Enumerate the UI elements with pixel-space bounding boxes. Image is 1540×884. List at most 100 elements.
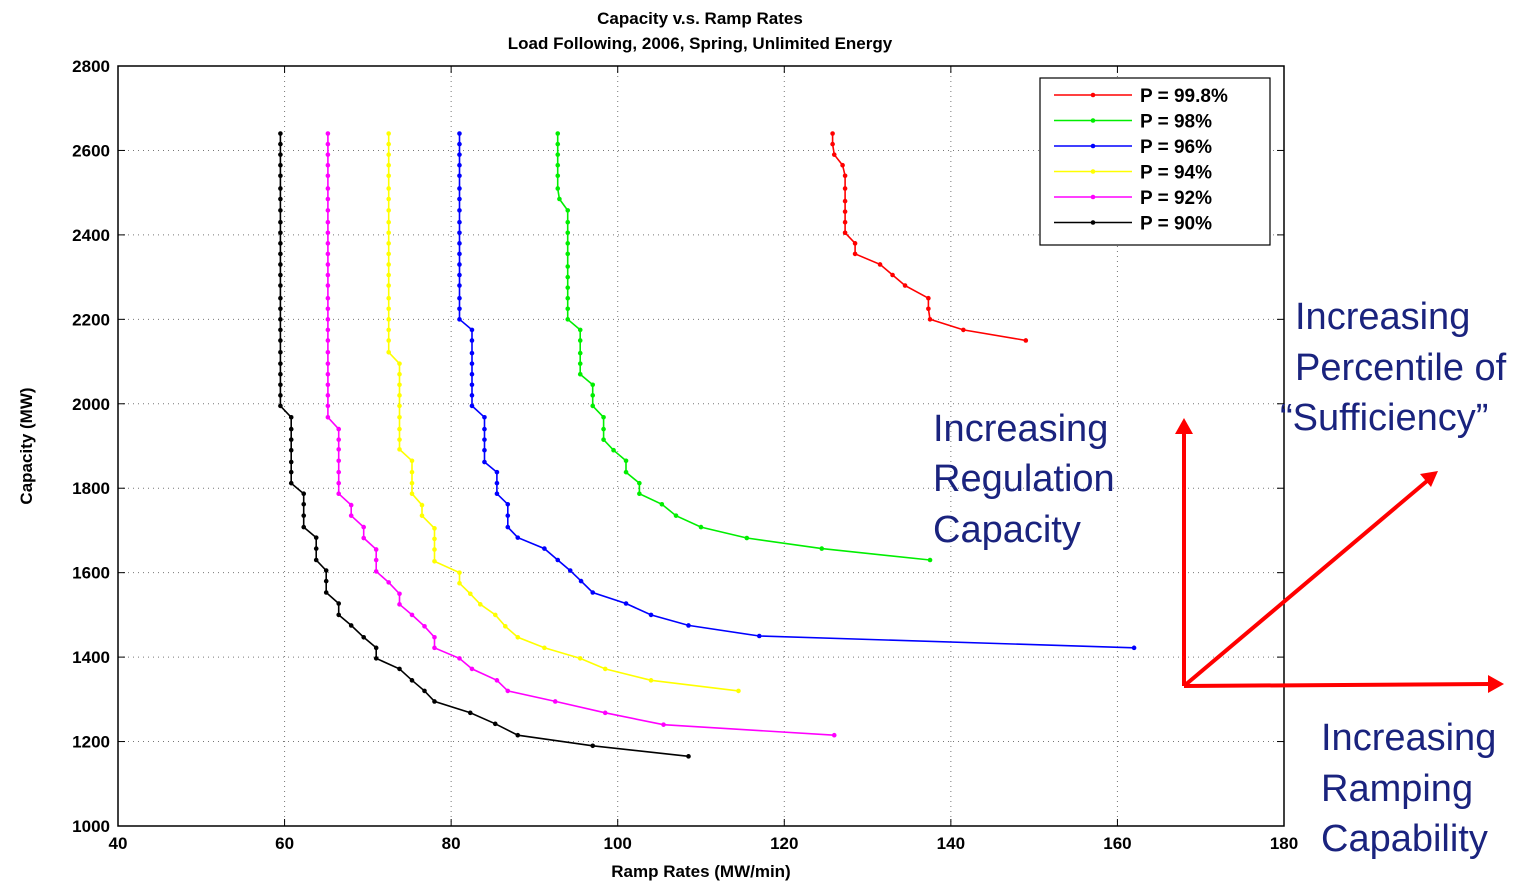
- data-point: [469, 361, 475, 366]
- data-point: [494, 480, 500, 486]
- data-point: [397, 437, 402, 442]
- series-line: [327, 133, 835, 736]
- annotation-percentile: Increasing Percentile of “Sufficiency”: [1280, 296, 1517, 439]
- data-point: [386, 251, 391, 257]
- data-point: [325, 173, 331, 179]
- legend-label: P = 94%: [1140, 163, 1212, 184]
- data-point: [419, 513, 425, 518]
- data-point: [278, 338, 283, 343]
- data-point: [577, 656, 583, 661]
- data-point: [348, 502, 354, 508]
- data-point: [819, 546, 825, 551]
- data-point: [457, 196, 462, 202]
- data-point: [469, 393, 475, 398]
- data-point: [386, 173, 391, 179]
- y-axis-label: Capacity (MW): [17, 387, 36, 504]
- data-point: [386, 306, 391, 312]
- data-point: [505, 513, 511, 518]
- data-point: [842, 198, 848, 204]
- legend-box: [1039, 77, 1271, 246]
- legend-marker: [1090, 194, 1096, 200]
- data-point: [336, 601, 342, 606]
- data-point: [469, 350, 475, 356]
- data-point: [409, 469, 415, 475]
- data-point: [336, 437, 342, 442]
- data-point: [288, 447, 294, 453]
- data-point: [890, 272, 895, 278]
- data-point: [386, 131, 391, 136]
- data-point: [457, 208, 462, 213]
- data-point: [469, 403, 475, 409]
- data-point: [288, 437, 294, 442]
- data-point: [278, 219, 283, 225]
- data-point: [386, 317, 391, 322]
- annotation-regulation: Increasing Regulation Capacity: [933, 408, 1125, 551]
- data-point: [469, 327, 475, 333]
- data-point: [482, 437, 487, 442]
- data-point: [386, 152, 391, 157]
- data-point: [565, 251, 571, 257]
- data-point: [325, 414, 331, 420]
- arrow-up-head: [1175, 418, 1193, 434]
- series-line: [556, 133, 931, 561]
- data-point: [325, 338, 331, 343]
- data-point: [278, 241, 283, 246]
- data-point: [278, 251, 283, 257]
- series-2: [457, 131, 1137, 651]
- data-point: [961, 327, 966, 333]
- x-tick-label: 140: [937, 834, 965, 853]
- data-point: [494, 491, 500, 497]
- data-point: [278, 327, 283, 333]
- data-point: [278, 317, 283, 322]
- data-point: [601, 414, 606, 420]
- data-point: [601, 437, 606, 442]
- data-point: [325, 327, 331, 333]
- data-point: [432, 645, 437, 651]
- data-point: [565, 274, 571, 280]
- data-point: [278, 196, 283, 202]
- x-tick-label: 100: [604, 834, 632, 853]
- data-point: [926, 306, 931, 312]
- data-point: [577, 327, 583, 333]
- data-point: [457, 570, 462, 575]
- data-point: [422, 688, 427, 694]
- legend-marker: [1090, 92, 1096, 98]
- data-point: [686, 623, 691, 628]
- data-point: [457, 219, 462, 225]
- data-point: [467, 710, 473, 716]
- data-point: [927, 557, 933, 563]
- data-point: [361, 524, 366, 530]
- data-point: [842, 209, 848, 214]
- data-point: [661, 722, 666, 727]
- data-point: [373, 547, 379, 552]
- data-point: [313, 546, 319, 551]
- data-point: [830, 131, 835, 136]
- data-point: [842, 219, 848, 225]
- data-point: [1023, 338, 1029, 343]
- data-point: [602, 710, 608, 716]
- data-point: [325, 131, 331, 136]
- data-point: [457, 241, 462, 246]
- data-point: [457, 230, 462, 236]
- data-point: [482, 414, 487, 420]
- data-point: [278, 361, 283, 366]
- data-point: [457, 656, 462, 661]
- data-point: [386, 338, 391, 343]
- data-point: [323, 568, 329, 573]
- data-point: [397, 602, 402, 607]
- legend-marker: [1090, 169, 1096, 174]
- data-point: [278, 272, 283, 278]
- data-point: [432, 558, 437, 564]
- data-point: [361, 535, 366, 541]
- data-point: [278, 208, 283, 213]
- data-point: [877, 262, 883, 267]
- arrow-right: [1183, 682, 1491, 688]
- data-point: [386, 230, 391, 236]
- data-point: [831, 152, 837, 157]
- data-point: [852, 241, 858, 246]
- data-point: [301, 501, 307, 507]
- legend-label: P = 99.8%: [1140, 86, 1228, 107]
- x-axis-label: Ramp Rates (MW/min): [611, 862, 790, 881]
- series-5: [278, 131, 691, 759]
- data-point: [373, 645, 379, 651]
